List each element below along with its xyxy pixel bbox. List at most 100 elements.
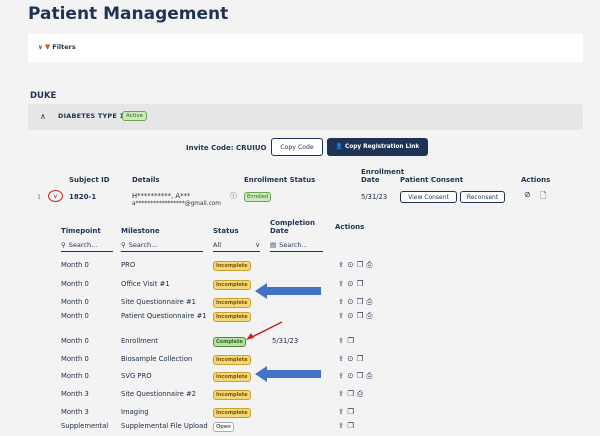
chevron-up-icon[interactable]: ∧: [40, 112, 46, 121]
filters-label: Filters: [52, 43, 76, 51]
filters-panel: ∨ ▼ Filters: [28, 34, 583, 62]
check-circle-icon[interactable]: ⊙: [347, 354, 354, 363]
timepoint-cell: Month 3: [61, 408, 89, 416]
chevron-down-icon: ∨: [53, 192, 58, 200]
copy-icon[interactable]: ❐: [356, 297, 364, 306]
col-enrollment-date-1: Enrollment: [361, 168, 405, 176]
timepoint-cell: Month 0: [61, 372, 89, 380]
milestone-cell: Supplemental File Upload: [121, 422, 208, 430]
row-index: 1: [37, 193, 42, 201]
status-badge: Complete: [213, 337, 246, 347]
milestone-row: Month 0 Patient Questionnaire #1 Incomplet…: [48, 309, 388, 327]
copy-icon[interactable]: ❐: [356, 371, 364, 380]
enrollment-status-badge: Enrolled: [244, 192, 272, 202]
col-actions: Actions: [521, 176, 551, 184]
org-name: DUKE: [30, 91, 57, 101]
invite-code: Invite Code: CRUIUO: [186, 144, 267, 152]
row-actions: ⇪ ❐: [338, 421, 354, 430]
upload-icon[interactable]: ⇪: [338, 407, 345, 416]
info-icon[interactable]: ⓘ: [230, 192, 237, 200]
print-icon[interactable]: ⎙: [357, 389, 364, 398]
print-icon[interactable]: ⎙: [366, 371, 373, 380]
search-icon: ⚲: [121, 240, 126, 249]
milestone-cell: Patient Questionnaire #1: [121, 312, 207, 320]
reconsent-button[interactable]: Reconsent: [460, 191, 505, 203]
filters-toggle[interactable]: ∨ ▼ Filters: [38, 43, 76, 51]
milestone-row: Month 0 Office Visit #1 Incomplete ⇪ ⊙ ❐: [48, 277, 388, 295]
calendar-icon: ▤: [270, 240, 277, 249]
upload-icon[interactable]: ⇪: [338, 354, 345, 363]
copy-icon[interactable]: ❐: [347, 421, 355, 430]
timepoint-cell: Month 0: [61, 280, 89, 288]
timepoint-search-input[interactable]: ⚲ Search...: [61, 238, 113, 252]
status-filter-select[interactable]: All ∨: [213, 238, 260, 252]
timepoint-cell: Month 0: [61, 312, 89, 320]
timepoint-cell: Month 0: [61, 337, 89, 345]
copy-icon[interactable]: ❐: [356, 260, 364, 269]
upload-icon[interactable]: ⇪: [338, 297, 345, 306]
col-milestone: Milestone: [121, 227, 160, 235]
document-icon[interactable]: 🗋: [540, 191, 547, 200]
upload-icon[interactable]: ⇪: [338, 311, 345, 320]
print-icon[interactable]: ⎙: [366, 297, 373, 306]
timepoint-cell: Month 3: [61, 390, 89, 398]
annotation-arrow-2: [255, 366, 321, 382]
print-icon[interactable]: ⎙: [366, 260, 373, 269]
upload-icon[interactable]: ⇪: [338, 389, 345, 398]
milestone-row: Month 0 Site Questionnaire #1 Incomplete ⇪ ⊙…: [48, 295, 388, 313]
row-actions: ⇪ ⊙ ❐: [338, 279, 363, 288]
annotation-arrow-red: [246, 321, 283, 340]
print-icon[interactable]: ⎙: [366, 311, 373, 320]
col-completion-date-2: Date: [270, 227, 289, 235]
status-badge: Incomplete: [213, 408, 251, 418]
col-patient-consent: Patient Consent: [400, 176, 464, 184]
completion-date-cell: 5/31/23: [272, 337, 299, 345]
upload-icon[interactable]: ⇪: [338, 371, 345, 380]
upload-icon[interactable]: ⇪: [338, 279, 345, 288]
block-icon[interactable]: ⊘: [524, 190, 531, 199]
col-milestone-actions: Actions: [335, 223, 365, 231]
check-circle-icon[interactable]: ⊙: [347, 371, 354, 380]
copy-icon[interactable]: ❐: [347, 389, 355, 398]
patient-email: a*****************@gmail.com: [132, 201, 221, 207]
copy-registration-link-button[interactable]: 👤 Copy Registration Link: [327, 138, 428, 156]
milestone-cell: Site Questionnaire #1: [121, 298, 196, 306]
milestone-row: Month 3 Imaging Incomplete ⇪ ❐: [48, 405, 388, 423]
copy-icon[interactable]: ❐: [356, 279, 364, 288]
milestone-cell: SVG PRO: [121, 372, 152, 380]
expand-row-button[interactable]: ∨: [48, 190, 63, 202]
check-circle-icon[interactable]: ⊙: [347, 260, 354, 269]
milestone-row: Month 3 Site Questionnaire #2 Incomplete ⇪ ❐…: [48, 387, 388, 405]
milestone-search-input[interactable]: ⚲ Search...: [121, 238, 203, 252]
view-consent-button[interactable]: View Consent: [400, 191, 457, 203]
enrollment-date: 5/31/23: [361, 193, 388, 201]
row-actions: ⇪ ❐: [338, 336, 354, 345]
milestone-row: Supplemental Supplemental File Upload Open…: [48, 419, 388, 436]
row-actions: ⇪ ⊙ ❐ ⎙: [338, 371, 372, 381]
status-badge: Incomplete: [213, 280, 251, 290]
upload-icon[interactable]: ⇪: [338, 421, 345, 430]
status-badge: Incomplete: [213, 312, 251, 322]
upload-icon[interactable]: ⇪: [338, 260, 345, 269]
status-badge: Incomplete: [213, 372, 251, 382]
copy-icon[interactable]: ❐: [356, 311, 364, 320]
check-circle-icon[interactable]: ⊙: [347, 297, 354, 306]
copy-icon[interactable]: ❐: [347, 336, 355, 345]
check-circle-icon[interactable]: ⊙: [347, 311, 354, 320]
upload-icon[interactable]: ⇪: [338, 336, 345, 345]
milestone-cell: Office Visit #1: [121, 280, 170, 288]
filter-icon: ▼: [44, 43, 51, 51]
check-circle-icon[interactable]: ⊙: [347, 279, 354, 288]
status-badge: Incomplete: [213, 298, 251, 308]
copy-code-button[interactable]: Copy Code: [271, 138, 323, 156]
study-name: DIABETES TYPE 1: [58, 112, 125, 120]
row-actions: ⇪ ⊙ ❐: [338, 354, 363, 363]
patient-name: H**********, A***: [132, 192, 191, 200]
copy-registration-label: Copy Registration Link: [344, 144, 420, 150]
search-icon: ⚲: [61, 240, 66, 249]
copy-icon[interactable]: ❐: [356, 354, 364, 363]
study-header[interactable]: ∧ DIABETES TYPE 1 Active: [28, 104, 583, 130]
subject-id[interactable]: 1820-1: [69, 193, 97, 201]
copy-icon[interactable]: ❐: [347, 407, 355, 416]
completion-date-search-input[interactable]: ▤ Search...: [270, 238, 323, 252]
